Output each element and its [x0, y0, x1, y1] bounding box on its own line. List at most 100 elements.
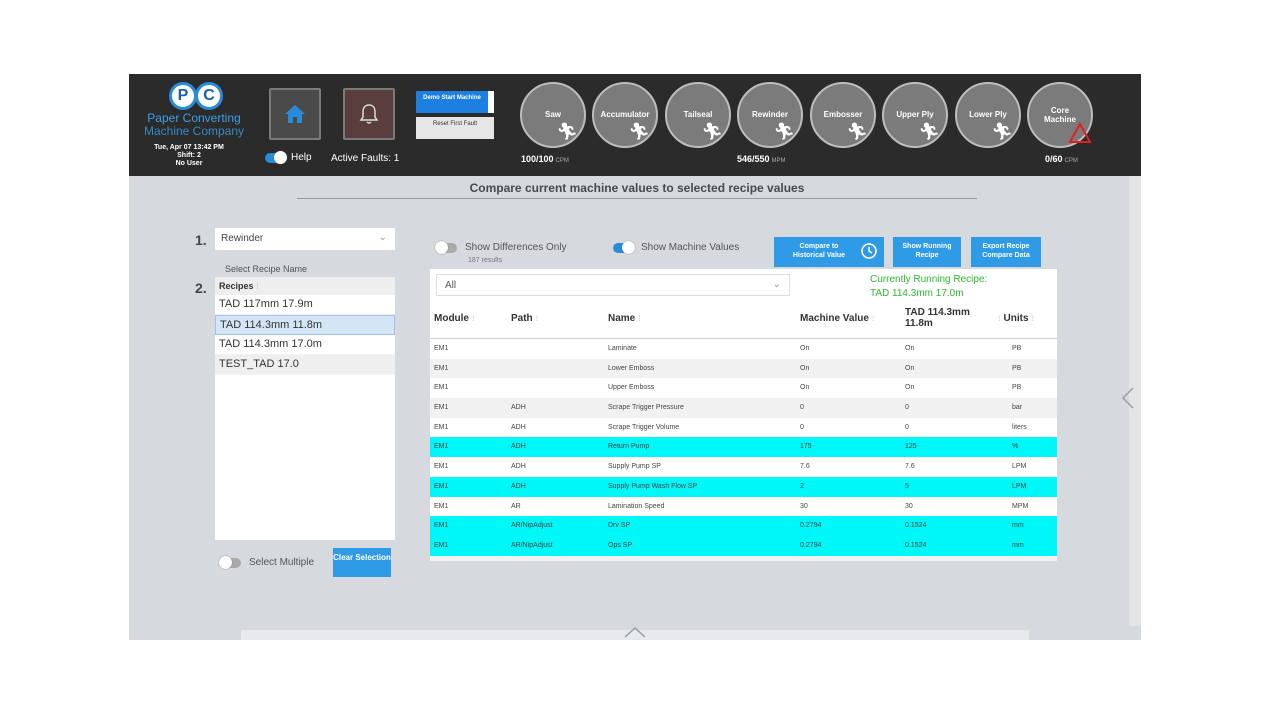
logo-c: C	[195, 82, 223, 110]
machine-upper-ply[interactable]: Upper Ply 🏃︎	[882, 82, 948, 148]
machine-rewinder[interactable]: Rewinder 🏃︎	[737, 82, 803, 148]
home-button[interactable]	[269, 88, 321, 140]
cell-mv: 175	[800, 443, 812, 451]
machine-embosser[interactable]: Embosser 🏃︎	[810, 82, 876, 148]
cell-module: EM1	[434, 463, 449, 471]
active-faults: Active Faults: 1	[331, 153, 400, 164]
cell-rv: 0	[905, 423, 909, 431]
help-toggle[interactable]: Help	[265, 150, 312, 164]
show-differences-toggle[interactable]: Show Differences Only	[435, 240, 567, 254]
help-switch[interactable]	[265, 150, 287, 164]
reset-first-fault-button[interactable]: Reset First Fault	[416, 117, 494, 139]
cell-units: %	[1012, 443, 1019, 451]
datetime: Tue, Apr 07 13:42 PM	[154, 144, 224, 151]
col-name[interactable]: Name ⁝	[608, 313, 641, 324]
cell-units: mm	[1012, 522, 1024, 530]
show-differences-switch[interactable]	[435, 240, 457, 254]
cell-path: ADH	[511, 463, 526, 471]
table-row-difference[interactable]: EM1 ADH Return Pump 175 125%	[430, 437, 1057, 458]
chevron-down-icon: ⌄	[772, 279, 781, 290]
table-row[interactable]: EM1 Lower Emboss On On PB	[430, 358, 1057, 379]
table-row[interactable]: EM1 ADH Supply Pump SP 7.6 7.6 LPM	[430, 457, 1057, 477]
table-row[interactable]: EM1 ADH Scrape Trigger Volume 0 0 liters	[430, 418, 1057, 438]
table-row-difference[interactable]: EM1 AR/NipAdjust Drv SP 0.2794 0.1524 mm	[430, 516, 1057, 536]
table-row[interactable]: EM1 ADH Scrape Trigger Pressure 0 0 bar	[430, 398, 1057, 418]
running-icon: 🏃︎	[628, 122, 650, 141]
cell-mv: On	[800, 384, 810, 392]
cell-path: AR/NipAdjust	[511, 541, 553, 549]
header-info: Tue, Apr 07 13:42 PM Shift: 2 No User	[139, 144, 239, 168]
cell-module: EM1	[434, 404, 449, 412]
select-multiple-toggle[interactable]: Select Multiple	[219, 555, 314, 569]
cell-units: LPM	[1012, 463, 1027, 471]
running-icon: 🏃︎	[846, 122, 868, 141]
user: No User	[175, 160, 203, 167]
table-row[interactable]: EM1OR/IsleSupply Drive Speed1515%	[430, 555, 1057, 561]
history-icon	[861, 243, 877, 259]
show-machine-values-switch[interactable]	[613, 240, 635, 254]
select-multiple-switch[interactable]	[219, 555, 241, 569]
col-machine-value[interactable]: Machine Value ⁝	[800, 313, 875, 324]
col-units[interactable]: ⁝ Units ⁝	[998, 313, 1035, 324]
export-compare-data-button[interactable]: Export Recipe Compare Data	[971, 237, 1041, 267]
cell-module: EM1	[434, 522, 449, 530]
table-row-difference[interactable]: EM1 AR/NipAdjust Ops SP 0.2794 0.1524 mm	[430, 535, 1057, 556]
chevron-down-icon: ⌄	[378, 232, 387, 243]
cell-mv: 0	[800, 404, 804, 412]
machine-lower-ply[interactable]: Lower Ply 🏃︎	[955, 82, 1021, 148]
cell-path: ADH	[511, 443, 526, 451]
module-dropdown[interactable]: Rewinder ⌄	[215, 228, 395, 250]
cell-module: EM1	[434, 423, 449, 431]
table-body: EM1 Laminate On On PB EM1 Lower Emboss On On PB EM…	[430, 339, 1057, 561]
chevron-left-icon[interactable]	[1121, 386, 1135, 410]
step-2-label: 2.	[195, 280, 207, 296]
cell-mv: 0.2794	[800, 522, 822, 530]
cell-module: EM1	[434, 443, 449, 451]
recipe-item[interactable]: TAD 117mm 17.9m	[215, 295, 395, 315]
show-running-recipe-button[interactable]: Show Running Recipe	[893, 237, 961, 267]
cell-name: Scrape Trigger Pressure	[608, 404, 684, 412]
running-icon: 🏃︎	[701, 122, 723, 141]
show-machine-values-toggle[interactable]: Show Machine Values	[613, 240, 739, 254]
cell-rv: On	[905, 384, 915, 392]
compare-historical-button[interactable]: Compare to Historical Value	[774, 237, 884, 267]
machine-accumulator[interactable]: Accumulator 🏃︎	[592, 82, 658, 148]
col-module[interactable]: Module ⁝	[434, 313, 475, 324]
logo-p: P	[169, 82, 197, 110]
cell-mv: 30	[800, 502, 808, 510]
cell-rv: 7.6	[905, 463, 915, 471]
demo-start-machine-button[interactable]: Demo Start Machine	[416, 91, 494, 113]
running-icon: 🏃︎	[918, 122, 940, 141]
col-recipe-value[interactable]: TAD 114.3mm 11.8m	[905, 307, 970, 329]
recipe-item[interactable]: TAD 114.3mm 17.0m	[215, 335, 395, 355]
cell-module: EM1	[434, 502, 449, 510]
filter-dropdown[interactable]: All ⌄	[436, 274, 790, 296]
alarms-button[interactable]	[343, 88, 395, 140]
cell-name: Laminate	[608, 345, 637, 352]
machine-tailseal[interactable]: Tailseal 🏃︎	[665, 82, 731, 148]
table-row[interactable]: EM1 Laminate On On PB	[430, 339, 1057, 359]
home-icon	[285, 105, 305, 123]
chevron-up-icon[interactable]	[623, 626, 647, 638]
recipe-item[interactable]: TEST_TAD 17.0	[215, 355, 395, 375]
clear-selection-button[interactable]: Clear Selection	[333, 548, 391, 577]
cell-mv: 2	[800, 482, 804, 490]
table-row-difference[interactable]: EM1 ADH Supply Pump Wash Flow SP 2 5 LPM	[430, 476, 1057, 497]
app-window: P C Paper Converting Machine Company Tue…	[129, 74, 1141, 640]
cell-mv: On	[800, 345, 810, 352]
recipe-item-selected[interactable]: TAD 114.3mm 11.8m	[215, 315, 395, 335]
bottom-drawer-bar	[241, 630, 1029, 640]
rate-rewinder: 546/550 MPM	[737, 154, 786, 164]
table-row[interactable]: EM1 AR Lamination Speed 30 30 MPM	[430, 497, 1057, 517]
recipes-header[interactable]: Recipes ⁝	[215, 277, 395, 295]
table-row[interactable]: EM1 Upper Emboss On On PB	[430, 378, 1057, 398]
cell-module: EM1	[434, 384, 449, 392]
module-dropdown-value: Rewinder	[221, 233, 264, 244]
cell-module: EM1	[434, 364, 449, 372]
right-drawer-handle	[1129, 176, 1141, 626]
cell-rv: 0.1524	[905, 541, 927, 549]
machine-core-machine[interactable]: Core Machine	[1027, 82, 1093, 148]
cell-units: LPM	[1012, 482, 1027, 490]
col-path[interactable]: Path ⁝	[511, 313, 539, 324]
machine-saw[interactable]: Saw 🏃︎	[520, 82, 586, 148]
